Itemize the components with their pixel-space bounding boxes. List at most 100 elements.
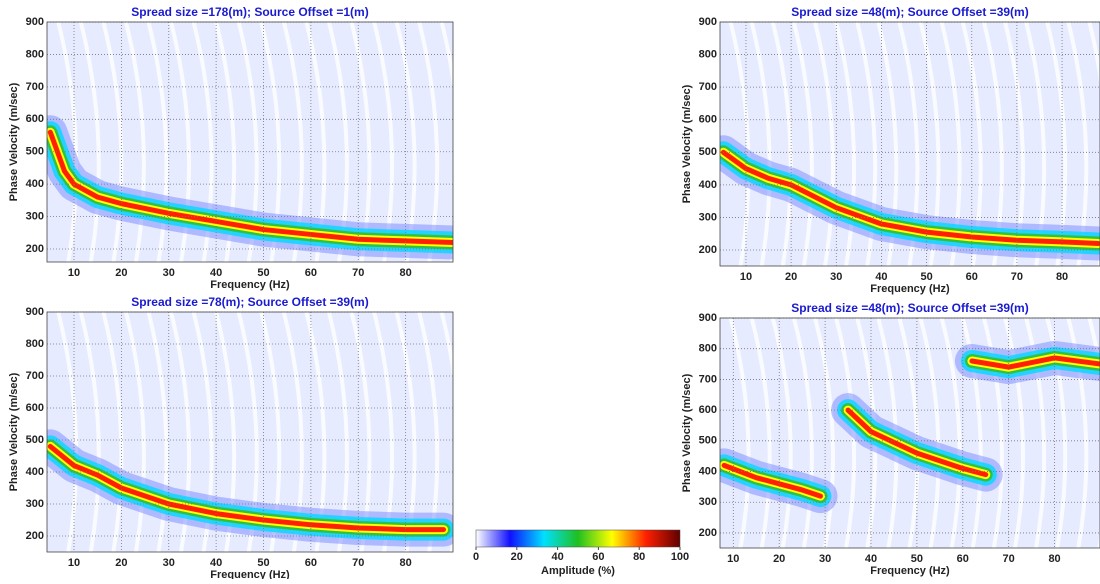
texture xyxy=(1003,318,1025,548)
y-tick-label: 300 xyxy=(26,211,44,223)
texture xyxy=(960,318,983,548)
texture xyxy=(146,312,169,552)
y-tick-label: 400 xyxy=(699,465,717,477)
x-tick-label: 20 xyxy=(115,267,127,279)
y-tick-label: 900 xyxy=(699,312,717,324)
x-tick-label: 30 xyxy=(830,271,842,283)
texture xyxy=(56,22,79,262)
texture xyxy=(439,312,453,552)
y-axis-label: Phase Velocity (m/sec) xyxy=(681,84,693,203)
y-tick-label: 900 xyxy=(26,306,44,318)
plot-frame xyxy=(719,21,1100,267)
x-tick-label: 80 xyxy=(400,557,412,569)
y-tick-label: 900 xyxy=(699,16,717,28)
x-axis-label: Frequency (Hz) xyxy=(210,279,290,291)
colorbar-tick-label: 0 xyxy=(473,551,479,563)
x-tick-label: 70 xyxy=(1011,271,1023,283)
plot-frame xyxy=(46,21,454,263)
ridge xyxy=(47,129,453,246)
x-tick-label: 10 xyxy=(727,553,739,565)
colorbar-tick-label: 20 xyxy=(511,551,523,563)
x-axis-label: Frequency (Hz) xyxy=(870,283,950,295)
y-tick-label: 300 xyxy=(699,211,717,223)
x-tick-label: 50 xyxy=(257,267,269,279)
colorbar-tick-label: 80 xyxy=(633,551,645,563)
x-tick-label: 30 xyxy=(163,557,175,569)
y-tick-label: 900 xyxy=(26,16,44,28)
chart-title: Spread size =48(m); Source Offset =39(m) xyxy=(791,5,1028,19)
x-tick-label: 80 xyxy=(400,267,412,279)
chart-title: Spread size =78(m); Source Offset =39(m) xyxy=(131,295,368,309)
x-tick-label: 70 xyxy=(1003,553,1015,565)
texture xyxy=(78,22,101,262)
texture xyxy=(124,312,146,552)
y-tick-label: 500 xyxy=(26,434,44,446)
x-tick-label: 80 xyxy=(1056,271,1068,283)
x-tick-label: 50 xyxy=(920,271,932,283)
texture xyxy=(191,22,214,262)
texture xyxy=(101,22,124,262)
y-tick-label: 200 xyxy=(699,527,717,539)
texture xyxy=(1024,318,1047,548)
chart-title: Spread size =48(m); Source Offset =39(m) xyxy=(791,301,1028,315)
colorbar-tick-label: 60 xyxy=(592,551,604,563)
x-tick-label: 40 xyxy=(210,557,222,569)
chart-title: Spread size =178(m); Source Offset =1(m) xyxy=(131,5,368,19)
x-tick-label: 80 xyxy=(1048,553,1060,565)
texture xyxy=(1087,22,1100,266)
colorbar-tick-label: 100 xyxy=(671,551,689,563)
x-tick-label: 10 xyxy=(68,267,80,279)
y-tick-label: 300 xyxy=(26,498,44,510)
texture xyxy=(855,22,878,266)
texture xyxy=(728,22,751,266)
y-tick-label: 200 xyxy=(26,243,44,255)
texture xyxy=(813,318,835,548)
texture xyxy=(918,318,941,548)
texture xyxy=(834,22,857,266)
y-axis-label: Phase Velocity (m/sec) xyxy=(8,82,20,201)
plot-frame xyxy=(719,317,1100,549)
y-tick-label: 800 xyxy=(26,48,44,60)
texture xyxy=(124,22,146,262)
texture xyxy=(56,312,79,552)
y-tick-label: 700 xyxy=(26,81,44,93)
texture xyxy=(749,318,772,548)
texture xyxy=(169,312,192,552)
texture xyxy=(834,318,857,548)
heat-layer xyxy=(47,22,453,262)
colorbar-label: Amplitude (%) xyxy=(541,565,615,577)
x-axis-label: Frequency (Hz) xyxy=(210,569,290,579)
texture xyxy=(791,22,814,266)
x-tick-label: 20 xyxy=(773,553,785,565)
y-tick-label: 700 xyxy=(699,81,717,93)
x-axis-label: Frequency (Hz) xyxy=(870,565,950,577)
x-tick-label: 70 xyxy=(352,267,364,279)
x-tick-label: 40 xyxy=(865,553,877,565)
plot-frame xyxy=(46,311,454,553)
x-tick-label: 10 xyxy=(740,271,752,283)
y-tick-label: 600 xyxy=(26,402,44,414)
texture xyxy=(939,318,962,548)
x-tick-label: 30 xyxy=(163,267,175,279)
x-tick-label: 30 xyxy=(819,553,831,565)
y-axis-label: Phase Velocity (m/sec) xyxy=(681,373,693,492)
y-tick-label: 400 xyxy=(26,178,44,190)
x-tick-label: 70 xyxy=(352,557,364,569)
y-tick-label: 700 xyxy=(26,370,44,382)
x-tick-label: 50 xyxy=(911,553,923,565)
texture xyxy=(728,318,751,548)
texture xyxy=(770,318,793,548)
y-tick-label: 600 xyxy=(699,404,717,416)
y-tick-label: 300 xyxy=(699,496,717,508)
texture xyxy=(770,22,793,266)
texture xyxy=(791,318,814,548)
y-tick-label: 600 xyxy=(699,114,717,126)
texture xyxy=(146,22,169,262)
texture xyxy=(813,22,835,266)
x-tick-label: 60 xyxy=(305,557,317,569)
texture xyxy=(981,318,1004,548)
x-tick-label: 10 xyxy=(68,557,80,569)
x-tick-label: 40 xyxy=(210,267,222,279)
x-tick-label: 60 xyxy=(957,553,969,565)
